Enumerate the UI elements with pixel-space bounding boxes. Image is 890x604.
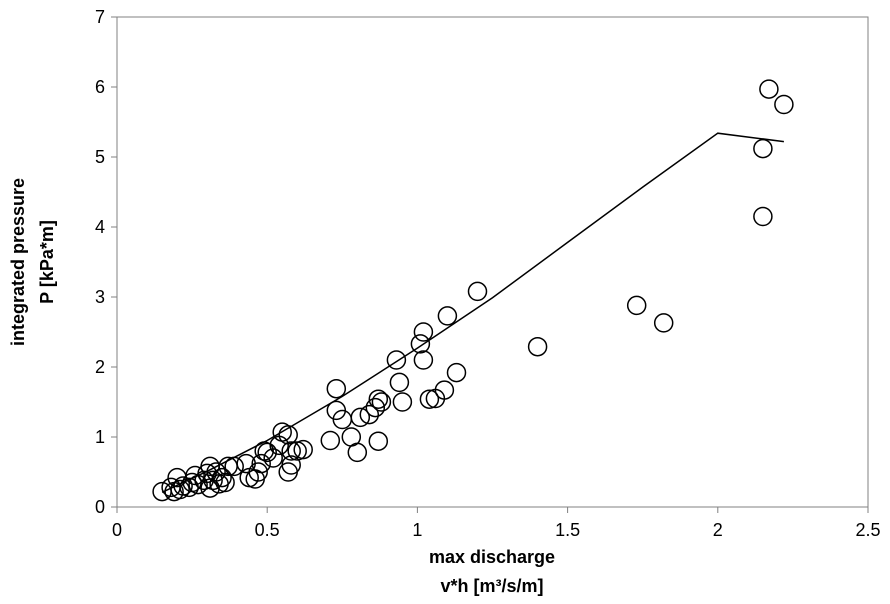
data-point bbox=[410, 334, 431, 354]
data-point bbox=[413, 322, 434, 342]
data-point bbox=[170, 479, 190, 500]
data-point bbox=[365, 397, 386, 418]
data-point bbox=[437, 306, 458, 326]
data-point bbox=[248, 462, 268, 482]
x-tick-label: 0 bbox=[112, 520, 122, 540]
data-point bbox=[527, 336, 548, 357]
data-point bbox=[753, 206, 773, 227]
y-tick-label: 3 bbox=[95, 287, 105, 307]
x-tick-label: 1 bbox=[412, 520, 422, 540]
y-tick-label: 7 bbox=[95, 7, 105, 27]
data-point bbox=[759, 79, 779, 99]
data-point bbox=[326, 378, 347, 399]
data-point bbox=[467, 281, 488, 302]
axes bbox=[111, 16, 869, 513]
y-tick-label: 4 bbox=[95, 217, 105, 237]
y-tick-label: 0 bbox=[95, 497, 105, 517]
data-point bbox=[212, 467, 232, 488]
data-point bbox=[281, 441, 301, 461]
data-point bbox=[753, 138, 773, 159]
x-tick-label: 2.5 bbox=[855, 520, 880, 540]
data-point bbox=[251, 453, 271, 474]
data-point bbox=[350, 407, 371, 428]
data-point bbox=[203, 470, 223, 491]
data-point bbox=[224, 456, 244, 477]
data-point bbox=[185, 465, 205, 486]
data-point bbox=[386, 350, 407, 370]
data-point bbox=[626, 295, 647, 316]
x-axis-title-line-1: max discharge bbox=[429, 547, 555, 567]
data-point bbox=[653, 313, 674, 333]
data-point bbox=[359, 404, 380, 425]
y-axis-title-line-1: integrated pressure bbox=[8, 178, 28, 346]
x-axis-title-line-2: v*h [m³/s/m] bbox=[440, 576, 543, 596]
data-point bbox=[320, 430, 341, 451]
data-point bbox=[368, 389, 389, 409]
data-point bbox=[434, 380, 455, 400]
data-point bbox=[293, 439, 313, 460]
data-points bbox=[152, 79, 794, 502]
data-point bbox=[215, 472, 235, 493]
data-point bbox=[392, 392, 413, 412]
plot-area-frame bbox=[116, 16, 869, 508]
data-point bbox=[774, 94, 794, 115]
data-point bbox=[413, 350, 434, 370]
data-point bbox=[263, 448, 283, 468]
data-point bbox=[446, 362, 467, 383]
data-point bbox=[419, 389, 440, 409]
data-point bbox=[389, 372, 410, 393]
data-point bbox=[368, 431, 389, 451]
y-axis-title-line-2: P [kPa*m] bbox=[37, 220, 57, 304]
x-tick-label: 0.5 bbox=[255, 520, 280, 540]
data-point bbox=[371, 392, 392, 412]
data-point bbox=[347, 442, 368, 463]
data-point bbox=[278, 425, 298, 445]
trendline bbox=[161, 132, 784, 493]
y-tick-label: 2 bbox=[95, 357, 105, 377]
data-point bbox=[281, 455, 301, 475]
x-tick-label: 1.5 bbox=[555, 520, 580, 540]
y-tick-label: 1 bbox=[95, 427, 105, 447]
data-point bbox=[257, 442, 277, 463]
x-tick-label: 2 bbox=[713, 520, 723, 540]
y-tick-label: 6 bbox=[95, 77, 105, 97]
tick-labels: 0 0.5 1 1.5 2 2.5 0 1 2 3 4 5 6 7 bbox=[95, 7, 881, 540]
y-tick-label: 5 bbox=[95, 147, 105, 167]
